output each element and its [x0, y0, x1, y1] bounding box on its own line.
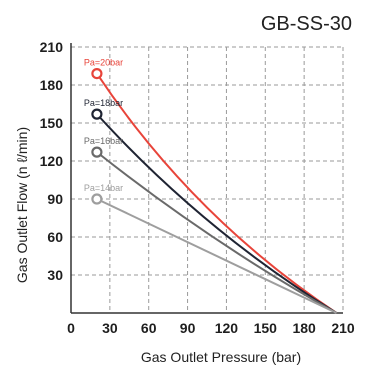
tick-labels: 0 30 60 90 120 150 180 210 30 60 90 120 150 180 210 [40, 39, 355, 336]
x-tick-label: 120 [215, 320, 239, 336]
series-marker [91, 146, 103, 158]
x-tick-label: 90 [180, 320, 196, 336]
y-tick-label: 210 [40, 39, 64, 55]
y-axis-label: Gas Outlet Flow (n ℓ/min) [14, 127, 30, 283]
grid [71, 46, 344, 313]
y-tick-label: 120 [40, 153, 64, 169]
series-label: Pa=18bar [84, 98, 123, 108]
series-label: Pa=16bar [84, 136, 123, 146]
series-line [96, 113, 338, 314]
series-line [96, 198, 337, 314]
y-tick-label: 150 [40, 115, 64, 131]
series-label: Pa=14bar [84, 183, 123, 193]
series-line [96, 151, 338, 314]
y-tick-label: 30 [47, 267, 63, 283]
x-tick-label: 150 [254, 320, 278, 336]
x-tick-label: 0 [67, 320, 75, 336]
axes [70, 43, 343, 314]
y-tick-label: 90 [47, 191, 63, 207]
chart-title: GB-SS-30 [261, 13, 352, 35]
x-tick-label: 180 [292, 320, 316, 336]
series-marker [91, 67, 103, 80]
series-marker [91, 108, 103, 120]
series-line [96, 73, 338, 314]
x-tick-label: 60 [141, 320, 157, 336]
x-tick-label: 30 [102, 320, 118, 336]
series-group: Pa=20bar Pa=18bar Pa=16bar Pa=14bar [84, 58, 338, 314]
y-tick-label: 180 [40, 77, 64, 93]
series-marker [91, 193, 103, 205]
y-tick-label: 60 [47, 229, 63, 245]
series-label: Pa=20bar [84, 58, 123, 68]
x-axis-label: Gas Outlet Pressure (bar) [141, 349, 301, 365]
x-tick-label: 210 [331, 320, 355, 336]
